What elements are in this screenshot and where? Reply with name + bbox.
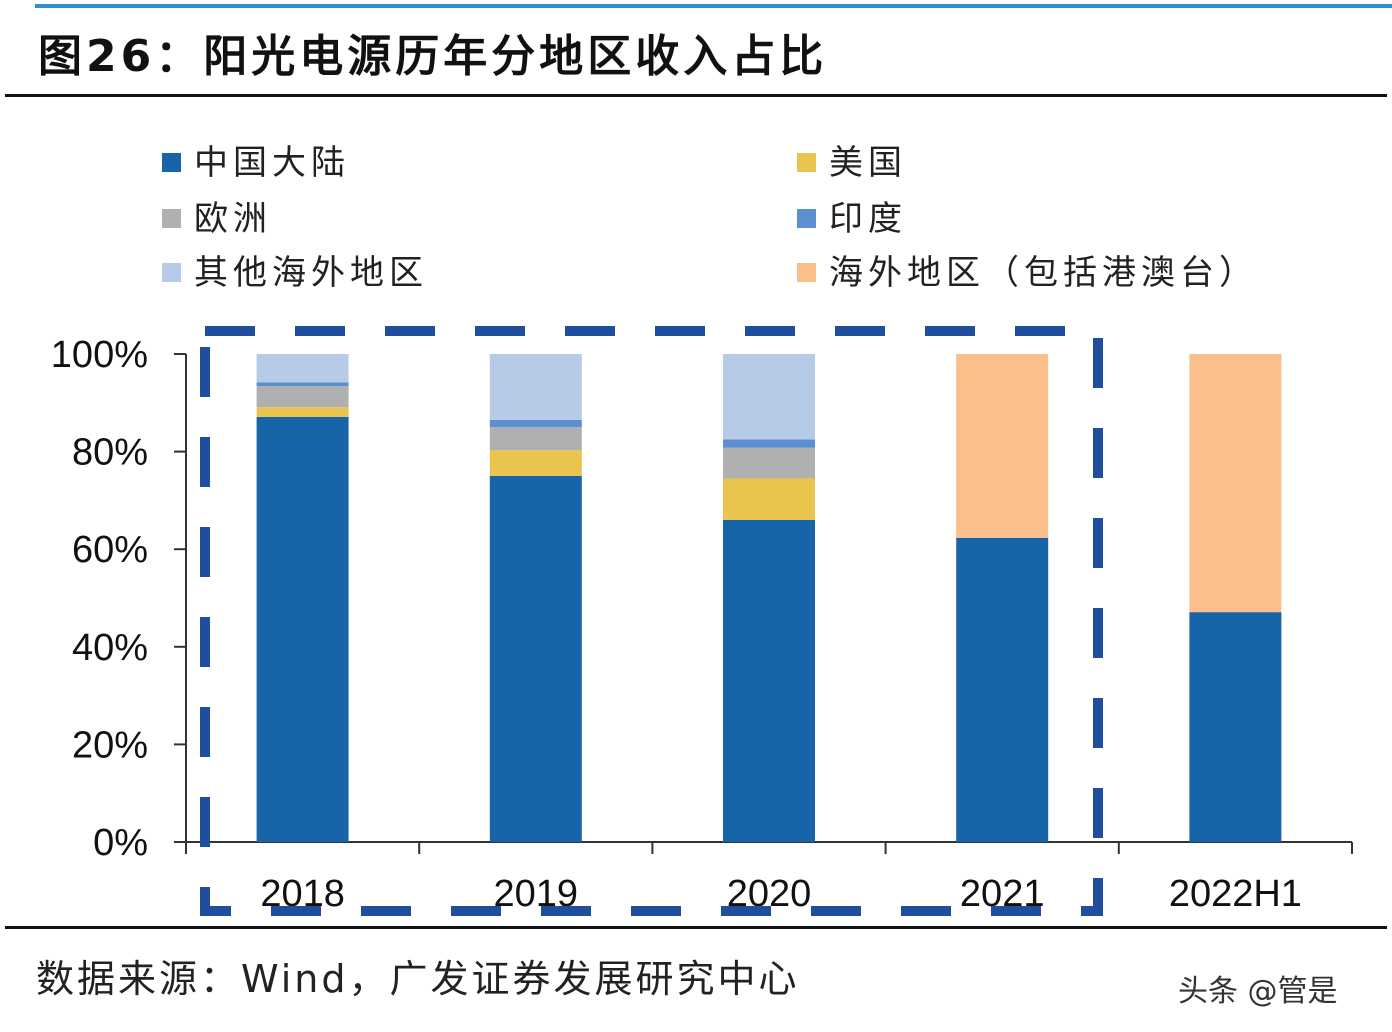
legend-swatch [162, 153, 181, 172]
bar-segment [723, 519, 815, 842]
bar-segment [489, 419, 582, 428]
top-accent-line [35, 4, 1392, 8]
bar-segment [256, 354, 349, 383]
bar-segment [489, 427, 582, 451]
highlight-dashed-box [200, 326, 1103, 916]
legend-swatch [797, 153, 816, 172]
y-tick-label: 40% [72, 627, 148, 669]
x-tick-label: 2022H1 [1169, 873, 1302, 915]
y-tick-label: 80% [72, 432, 148, 474]
bar-segment [723, 354, 815, 440]
watermark: 头条 @管是 [1178, 974, 1338, 1009]
y-tick-label: 20% [72, 724, 148, 766]
legend-label: 海外地区（包括港澳台） [829, 253, 1258, 293]
bar-segment [489, 476, 582, 842]
bar-segment [489, 450, 582, 476]
legend-swatch [797, 209, 816, 228]
legend-label: 中国大陆 [194, 143, 350, 183]
y-tick-label: 100% [51, 334, 148, 376]
chart-title: 图26：阳光电源历年分地区收入占比 [38, 31, 828, 82]
bar-segment [256, 407, 349, 417]
legend-label: 美国 [829, 143, 907, 183]
bar-segment [256, 386, 349, 408]
source-note: 数据来源：Wind，广发证券发展研究中心 [36, 957, 800, 1001]
legend-label: 其他海外地区 [194, 253, 428, 293]
footer-divider [5, 926, 1387, 929]
bar-segment [723, 439, 815, 448]
bar-segment [1189, 354, 1282, 613]
bar-segment [723, 478, 815, 520]
bar-segment [256, 416, 349, 842]
legend-label: 印度 [829, 199, 907, 239]
legend-label: 欧洲 [194, 199, 272, 239]
bar-segment [256, 382, 349, 387]
bar-segment [956, 354, 1049, 538]
legend-swatch [797, 263, 816, 282]
bar-segment [956, 537, 1049, 842]
legend-swatch [162, 209, 181, 228]
y-tick-label: 60% [72, 529, 148, 571]
bar-segment [723, 447, 815, 479]
y-tick-label: 0% [93, 822, 148, 864]
bar-segment [489, 354, 582, 420]
bar-segment [1189, 612, 1282, 842]
legend-swatch [162, 263, 181, 282]
title-divider [5, 94, 1387, 97]
